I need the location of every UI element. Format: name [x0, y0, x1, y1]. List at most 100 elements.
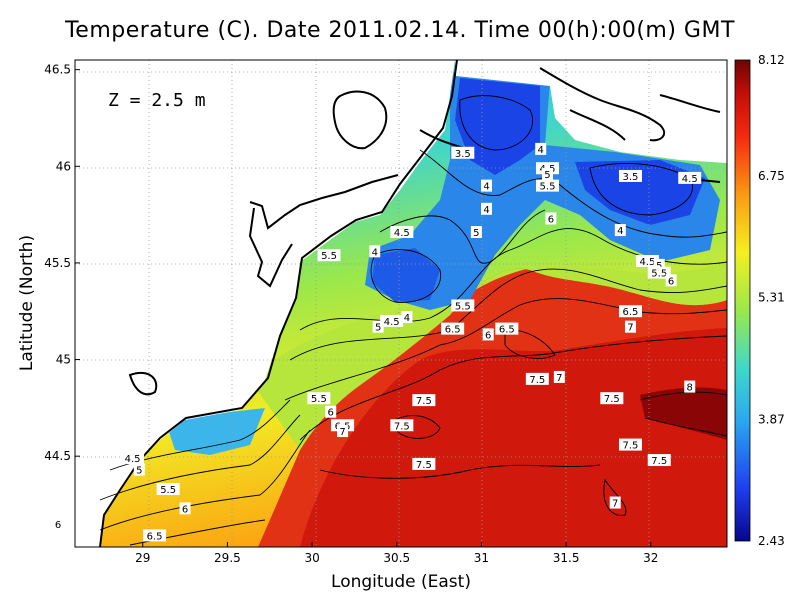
contour-label: 7.5	[647, 454, 671, 467]
contour-label: 5	[470, 225, 482, 239]
contour-label-text: 7.5	[416, 460, 432, 471]
contour-label-text: 5.5	[455, 301, 471, 312]
contour-label-box	[535, 142, 547, 155]
contour-label-box	[481, 202, 493, 215]
contour-label-text: 4.5	[384, 317, 400, 328]
contour-label-box	[179, 502, 191, 515]
contour-label-box	[337, 425, 349, 438]
contour-label: 4	[481, 179, 493, 193]
field-deep-blue	[455, 78, 540, 175]
contour-label-box	[525, 372, 549, 385]
contour-label-text: 7.5	[394, 421, 410, 432]
contour-label: 4	[481, 202, 493, 216]
isotherm	[299, 335, 727, 441]
contour-label-box	[390, 419, 414, 432]
contour-label: 6	[482, 328, 494, 341]
contour-label-text: 7.5	[529, 375, 545, 386]
contour-labels: 3.544.555.543.54.5464.55445.54.555.565.5…	[52, 142, 702, 542]
isotherm	[99, 429, 311, 531]
contour-label-box	[307, 392, 331, 405]
contour-label-text: 5	[544, 170, 550, 181]
x-axis-title: Longitude (East)	[331, 572, 471, 592]
isotherm	[99, 414, 301, 501]
contour-label-box	[535, 179, 559, 192]
contour-label-box	[401, 311, 413, 324]
contour-label: 7.5	[525, 372, 549, 386]
contour-label-box	[470, 225, 482, 238]
field-deep-blue-east	[575, 160, 705, 225]
contour-label-text: 5	[375, 323, 381, 334]
contour-label-text: 4	[617, 226, 623, 237]
contour-label-box	[317, 249, 341, 262]
contour-label-box	[624, 320, 636, 333]
y-tick-label: 45.5	[44, 256, 71, 270]
contour-label: 3.5	[451, 146, 475, 160]
contour-label: 6.5	[495, 322, 519, 336]
contour-label: 7.5	[390, 419, 414, 432]
contour-label: 7	[609, 496, 621, 510]
contour-label: 4.5	[635, 254, 659, 268]
field-sw-blue	[165, 408, 265, 455]
contour-label-text: 7.5	[416, 396, 432, 407]
contour-label-box	[451, 146, 475, 159]
isotherm	[644, 417, 727, 437]
land-west	[75, 60, 455, 547]
contour-label: 7	[624, 320, 636, 334]
y-tick-label: 46.5	[44, 63, 71, 77]
contour-label: 4.5	[678, 171, 702, 185]
contour-label-text: 4.5	[125, 454, 141, 465]
contour-label-text: 4.5	[682, 174, 698, 185]
contour-label: 8	[684, 380, 696, 394]
isotherm	[504, 329, 556, 359]
isotherm	[284, 298, 727, 401]
contour-label: 5	[372, 320, 384, 334]
contour-label-text: 6.5	[445, 325, 461, 336]
contour-label-text: 7	[612, 499, 618, 510]
contour-label-box	[600, 392, 624, 405]
contour-label-box	[325, 405, 337, 418]
contour-label: 7	[553, 370, 565, 384]
contour-label-box	[133, 463, 145, 476]
land-north	[455, 60, 727, 163]
contour-label-box	[495, 322, 519, 335]
contour-label-text: 5.5	[311, 394, 327, 405]
contour-label-box	[380, 314, 404, 327]
contour-label: 4	[401, 311, 413, 324]
contour-label-box	[545, 212, 557, 225]
contour-label: 5.5	[535, 179, 559, 193]
contour-label-box	[647, 266, 671, 279]
colorbar-tick-label: 8.12	[758, 53, 785, 67]
colorbar-tick-label: 3.87	[758, 412, 785, 426]
contour-label-text: 4	[483, 182, 489, 193]
contour-label: 5.5	[307, 392, 331, 405]
x-tick-label: 29.5	[214, 551, 241, 565]
contour-label-box	[412, 394, 436, 407]
contour-label-box	[372, 320, 384, 333]
isotherm	[394, 415, 441, 439]
contour-label: 7.5	[412, 394, 436, 407]
y-axis-title: Latitude (North)	[17, 235, 37, 371]
contour-label-box	[614, 224, 626, 237]
contour-label: 6.5	[618, 305, 642, 318]
field-dark-core	[640, 387, 727, 440]
isotherm	[370, 249, 442, 303]
contour-label: 4.5	[121, 452, 145, 465]
isotherm	[129, 519, 266, 546]
contour-label-text: 6	[328, 408, 334, 419]
field-blue-pocket	[372, 248, 440, 302]
contour-label-text: 6	[182, 504, 188, 515]
contour-label: 4.5	[390, 225, 414, 239]
contour-label-box	[412, 457, 436, 470]
contour-label: 3.5	[618, 169, 642, 183]
contour-label-text: 5.5	[160, 485, 176, 496]
contour-label: 6	[179, 502, 191, 515]
colorbar-tick-label: 6.75	[758, 169, 785, 183]
contour-label: 4	[535, 142, 547, 156]
contour-label-box	[684, 380, 696, 393]
contour-label-box	[635, 254, 659, 267]
isotherm	[589, 162, 693, 216]
field-green-belt	[250, 262, 727, 450]
contour-label: 7	[337, 425, 349, 438]
isotherm	[379, 209, 546, 264]
